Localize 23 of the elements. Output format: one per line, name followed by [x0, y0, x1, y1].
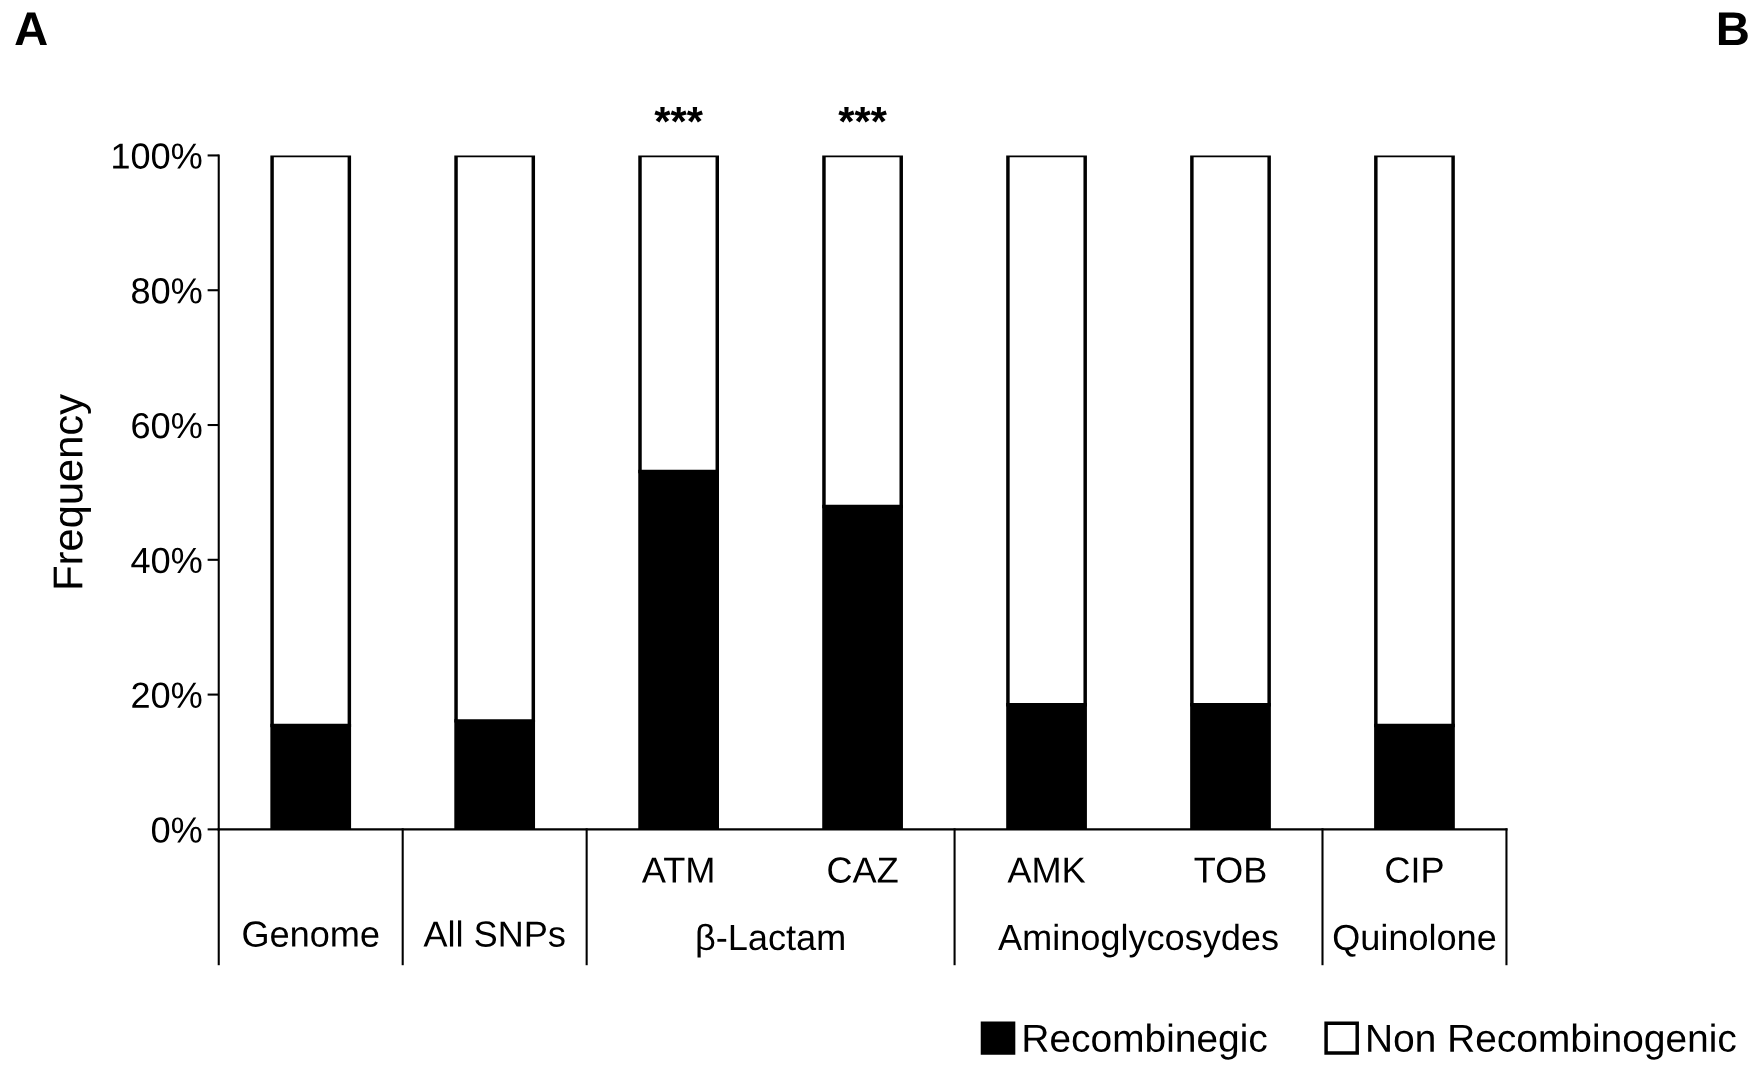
x-tick-label: Genome — [243, 921, 379, 947]
y-axis-title: Frequency — [53, 394, 91, 588]
y-tick-label: 60% — [132, 412, 202, 439]
x-tick-label: TOB — [1194, 857, 1266, 883]
legend-label: Non Recombinogenic — [1368, 1023, 1736, 1060]
x-tick-label: ATM — [641, 857, 713, 883]
annotation: *** — [838, 107, 887, 123]
text: β-Lactam — [697, 923, 844, 958]
x-tick-label: CAZ — [828, 857, 898, 883]
legend-label: Recombinegic — [1024, 1023, 1267, 1060]
y-tick-label: 80% — [132, 278, 202, 304]
x-tick-label: CIP — [1386, 857, 1443, 883]
x-tick-label: All SNPs — [423, 920, 565, 947]
x-tick-label: AMK — [1007, 857, 1086, 883]
text: Aminoglycosydes — [998, 923, 1278, 958]
text: A — [15, 12, 47, 46]
y-tick-label: 0% — [151, 817, 202, 843]
y-tick-label: 40% — [131, 547, 202, 574]
y-tick-label: 100% — [113, 143, 202, 169]
annotation: *** — [654, 107, 703, 123]
text: Quinolone — [1333, 923, 1496, 957]
y-tick-label: 20% — [132, 682, 202, 709]
text: B — [1718, 12, 1748, 46]
